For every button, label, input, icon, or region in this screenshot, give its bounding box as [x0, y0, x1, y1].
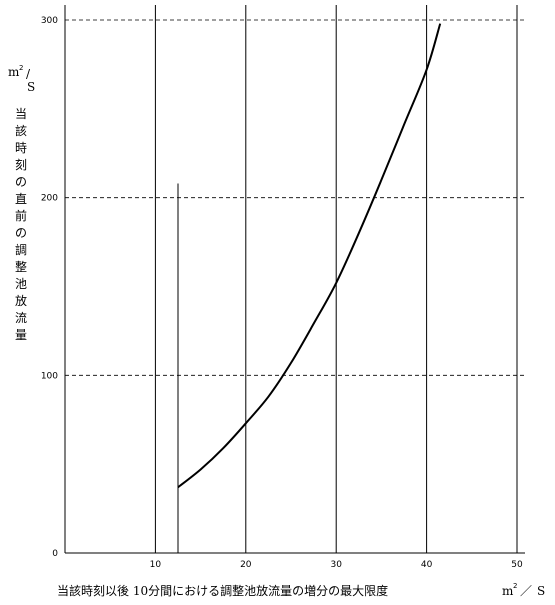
- x-unit-base: m: [502, 584, 514, 598]
- y-axis-label-text: 当該時刻の直前の調整池放流量: [15, 107, 27, 342]
- y-unit-den: S: [27, 80, 35, 94]
- y-axis-unit: m 2 / S: [8, 64, 35, 94]
- x-tick-label: 50: [511, 560, 523, 570]
- x-axis-unit: m 2 ／ S: [502, 582, 545, 598]
- x-unit-sep: ／: [520, 584, 532, 598]
- grid: [65, 5, 527, 553]
- y-tick-label: 300: [41, 16, 58, 26]
- y-tick-label: 100: [41, 371, 58, 381]
- axes: [64, 5, 525, 554]
- x-axis-label: 当該時刻以後 10分間における調整池放流量の増分の最大限度: [57, 583, 388, 598]
- series-line: [177, 23, 442, 489]
- x-tick-label: 10: [150, 560, 162, 570]
- y-axis-label: 当該時刻の直前の調整池放流量: [15, 107, 27, 342]
- y-tick-label: 0: [52, 549, 58, 559]
- y-unit-base: m: [8, 65, 20, 79]
- y-unit-exp: 2: [19, 64, 23, 72]
- y-tick-label: 200: [41, 194, 58, 204]
- x-unit-den: S: [537, 584, 545, 598]
- x-tick-label: 30: [330, 560, 342, 570]
- x-unit-exp: 2: [513, 582, 517, 590]
- tick-labels: 0 100 200 300 10 20 30 40 50: [41, 16, 523, 570]
- series: [177, 23, 442, 553]
- x-tick-label: 20: [240, 560, 252, 570]
- y-unit-sep: /: [26, 67, 31, 81]
- x-tick-label: 40: [421, 560, 433, 570]
